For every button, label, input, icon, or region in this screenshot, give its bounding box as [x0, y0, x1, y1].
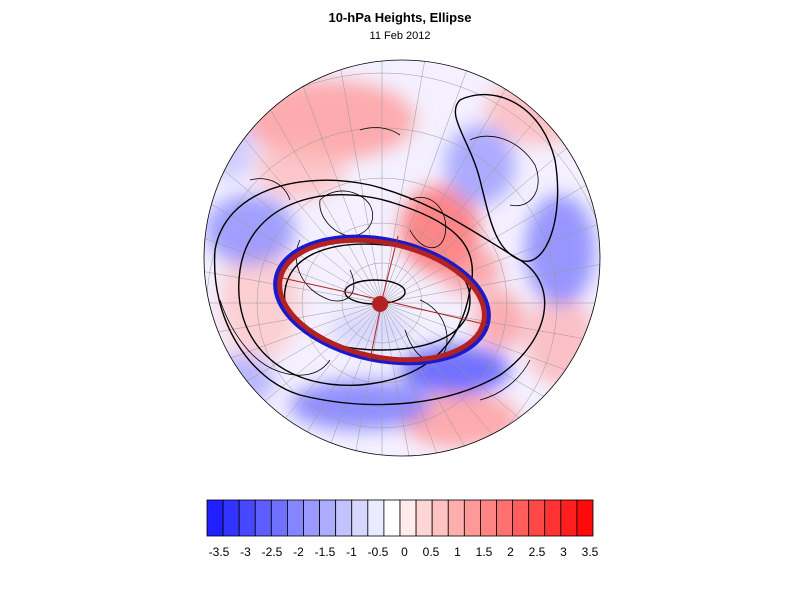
colorbar-cell [335, 499, 353, 537]
colorbar-cell [270, 499, 288, 537]
colorbar-tick-label: 1.5 [476, 545, 493, 559]
meridian-line [214, 302, 383, 456]
colorbar-cell [222, 499, 240, 537]
fitted-vortex-ellipse [277, 237, 487, 363]
meridian-line [381, 257, 600, 304]
colorbar-cell [351, 499, 369, 537]
colorbar-tick-label: 1 [454, 545, 461, 559]
colorbar-tick-label: 3 [560, 545, 567, 559]
colorbar-cell [431, 499, 449, 537]
meridian-line [204, 302, 383, 393]
colorbar-tick-label: 3.5 [582, 545, 599, 559]
colorbar-tick-label: -0.5 [368, 545, 389, 559]
colorbar-tick-label: -2.5 [262, 545, 283, 559]
colorbar-tick-label: 0.5 [423, 545, 440, 559]
colorbar-cell [512, 499, 530, 537]
coastlines [219, 127, 539, 401]
colorbar-cell [383, 499, 401, 537]
anomaly-field [204, 60, 600, 456]
meridian-line [204, 172, 383, 304]
meridian-line [381, 172, 600, 304]
colorbar-tick-label: -3 [240, 545, 251, 559]
meridian-line [381, 77, 513, 304]
meridian-line [381, 302, 513, 456]
colorbar-cell [206, 499, 224, 537]
colorbar-cell [287, 499, 304, 537]
colorbar-cell [576, 499, 594, 537]
colorbar-cell [254, 499, 272, 537]
meridian-line [381, 302, 550, 456]
colorbar-cell [528, 499, 546, 537]
meridian-line [381, 302, 472, 456]
colorbar-tick-label: 2.5 [529, 545, 546, 559]
colorbar-tick-label: 0 [401, 545, 408, 559]
meridian-line [336, 302, 383, 456]
meridian-line [381, 103, 550, 304]
map-title: 10-hPa Heights, Ellipse [328, 10, 472, 25]
colorbar-cell [367, 499, 385, 537]
colorbar-tick-label: 2 [507, 545, 514, 559]
meridian-line [204, 213, 383, 304]
meridian-line [292, 302, 383, 456]
colorbar-cell [544, 499, 562, 537]
colorbar-cell [463, 499, 481, 537]
colorbar-tick-label: -3.5 [209, 545, 230, 559]
colorbar-cell [415, 499, 433, 537]
colorbar-cell [480, 499, 497, 537]
colorbar-cell [319, 499, 337, 537]
meridian-line [251, 302, 383, 456]
meridian-line [204, 257, 383, 304]
meridian-line [381, 135, 582, 304]
meridian-line [381, 60, 472, 304]
colorbar-cell [496, 499, 513, 537]
meridian-line [381, 213, 600, 304]
colorbar-cell [560, 499, 578, 537]
colorbar-cell [238, 499, 256, 537]
colorbar-cell [447, 499, 465, 537]
meridian-line [204, 302, 383, 349]
meridian-line [204, 302, 383, 434]
meridian-line [381, 60, 428, 304]
meridian-line [336, 60, 383, 304]
colorbar-tick-label: -2 [293, 545, 304, 559]
meridian-line [381, 302, 428, 456]
colorbar-tick-label: -1.5 [315, 545, 336, 559]
observed-vortex-ellipse [273, 234, 491, 366]
colorbar-cell [399, 499, 417, 537]
map-subtitle: 11 Feb 2012 [369, 30, 431, 42]
vortex-center-marker [372, 296, 388, 312]
colorbar-cell [303, 499, 320, 537]
meridian-line [251, 77, 383, 304]
colorbar-tick-label: -1 [346, 545, 357, 559]
globe-boundary [203, 59, 601, 457]
